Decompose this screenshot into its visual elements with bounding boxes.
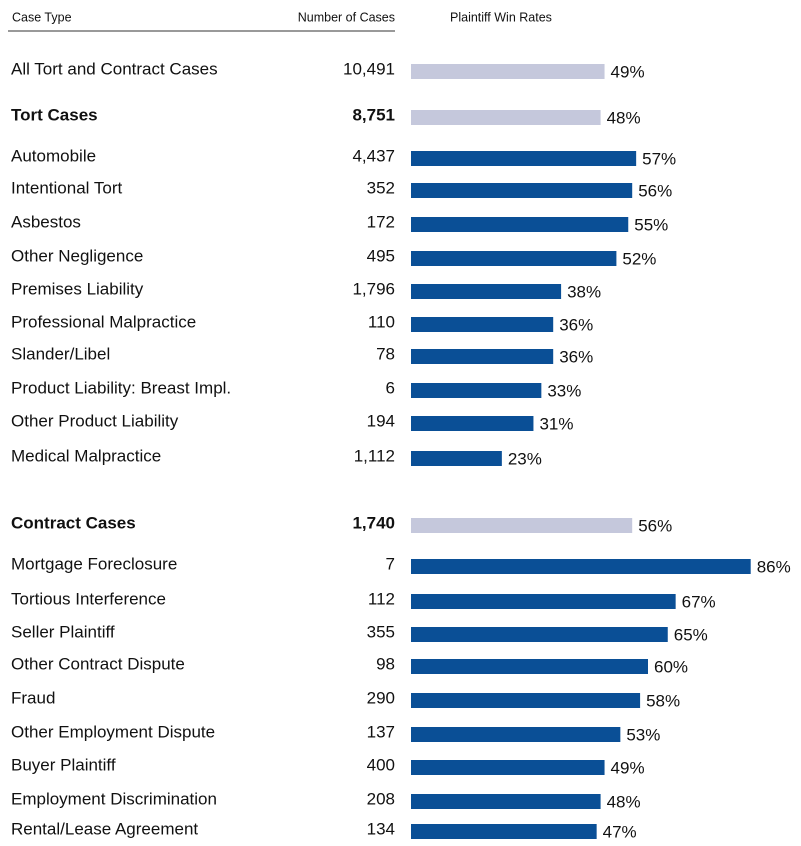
case-count: 4,437 <box>352 146 395 165</box>
case-count: 172 <box>367 212 395 231</box>
value-label: 33% <box>547 381 581 400</box>
bar <box>411 518 633 533</box>
case-count: 495 <box>367 246 395 265</box>
case-count: 290 <box>367 688 395 707</box>
bar <box>411 794 601 809</box>
case-type: Product Liability: Breast Impl. <box>11 378 231 397</box>
value-label: 49% <box>611 62 645 81</box>
case-type: Automobile <box>11 146 96 165</box>
case-type: Premises Liability <box>11 279 144 298</box>
value-label: 36% <box>559 347 593 366</box>
bar <box>411 451 502 466</box>
case-count: 208 <box>367 789 395 808</box>
bar <box>411 64 605 79</box>
case-count: 400 <box>367 755 395 774</box>
bar <box>411 627 668 642</box>
value-label: 23% <box>508 449 542 468</box>
bar <box>411 284 562 299</box>
case-type: Medical Malpractice <box>11 446 161 465</box>
value-label: 36% <box>559 315 593 334</box>
case-count: 10,491 <box>343 59 395 78</box>
bar <box>411 110 601 125</box>
value-label: 57% <box>642 149 676 168</box>
case-type: Fraud <box>11 688 55 707</box>
value-label: 53% <box>626 725 660 744</box>
case-count: 1,112 <box>354 446 395 465</box>
case-count: 134 <box>367 819 395 838</box>
case-type: All Tort and Contract Cases <box>11 59 218 78</box>
case-count: 355 <box>367 622 395 641</box>
value-label: 52% <box>622 249 656 268</box>
case-count: 1,796 <box>352 279 395 298</box>
case-count: 137 <box>367 722 395 741</box>
value-label: 58% <box>646 691 680 710</box>
case-count: 7 <box>386 554 395 573</box>
bar <box>411 183 633 198</box>
case-type: Asbestos <box>11 212 81 231</box>
bar <box>411 824 597 839</box>
case-type: Professional Malpractice <box>11 312 196 331</box>
case-type: Tort Cases <box>11 105 98 124</box>
value-label: 48% <box>607 108 641 127</box>
value-label: 67% <box>682 592 716 611</box>
value-label: 86% <box>757 557 791 576</box>
case-type: Tortious Interference <box>11 589 166 608</box>
case-type: Mortgage Foreclosure <box>11 554 177 573</box>
case-type: Employment Discrimination <box>11 789 217 808</box>
case-type: Other Negligence <box>11 246 143 265</box>
case-count: 6 <box>386 378 395 397</box>
header-win-rates: Plaintiff Win Rates <box>450 10 552 24</box>
case-count: 352 <box>367 178 395 197</box>
bar <box>411 760 605 775</box>
bar <box>411 727 621 742</box>
header-case-type: Case Type <box>12 10 72 24</box>
case-type: Buyer Plaintiff <box>11 755 116 774</box>
case-count: 1,740 <box>352 513 395 532</box>
case-type: Contract Cases <box>11 513 136 532</box>
header-number-of-cases: Number of Cases <box>298 10 395 24</box>
bar <box>411 383 542 398</box>
bar <box>411 349 554 364</box>
bar <box>411 151 637 166</box>
bar <box>411 594 676 609</box>
case-type: Other Contract Dispute <box>11 654 185 673</box>
value-label: 48% <box>607 792 641 811</box>
case-type: Other Product Liability <box>11 411 179 430</box>
value-label: 38% <box>567 282 601 301</box>
case-count: 110 <box>368 312 395 331</box>
case-type: Intentional Tort <box>11 178 122 197</box>
value-label: 65% <box>674 625 708 644</box>
case-count: 112 <box>368 589 395 608</box>
case-type: Slander/Libel <box>11 344 110 363</box>
bar <box>411 217 629 232</box>
case-count: 98 <box>376 654 395 673</box>
bar <box>411 659 648 674</box>
bar <box>411 693 641 708</box>
bar <box>411 416 534 431</box>
bar <box>411 251 617 266</box>
case-count: 194 <box>367 411 395 430</box>
case-type: Other Employment Dispute <box>11 722 215 741</box>
value-label: 55% <box>634 215 668 234</box>
value-label: 31% <box>539 414 573 433</box>
value-label: 56% <box>638 181 672 200</box>
value-label: 56% <box>638 516 672 535</box>
case-count: 78 <box>376 344 395 363</box>
value-label: 60% <box>654 657 688 676</box>
bar <box>411 559 751 574</box>
case-type: Seller Plaintiff <box>11 622 115 641</box>
case-type: Rental/Lease Agreement <box>11 819 198 838</box>
value-label: 47% <box>603 822 637 841</box>
bar <box>411 317 554 332</box>
value-label: 49% <box>611 758 645 777</box>
case-count: 8,751 <box>352 105 395 124</box>
